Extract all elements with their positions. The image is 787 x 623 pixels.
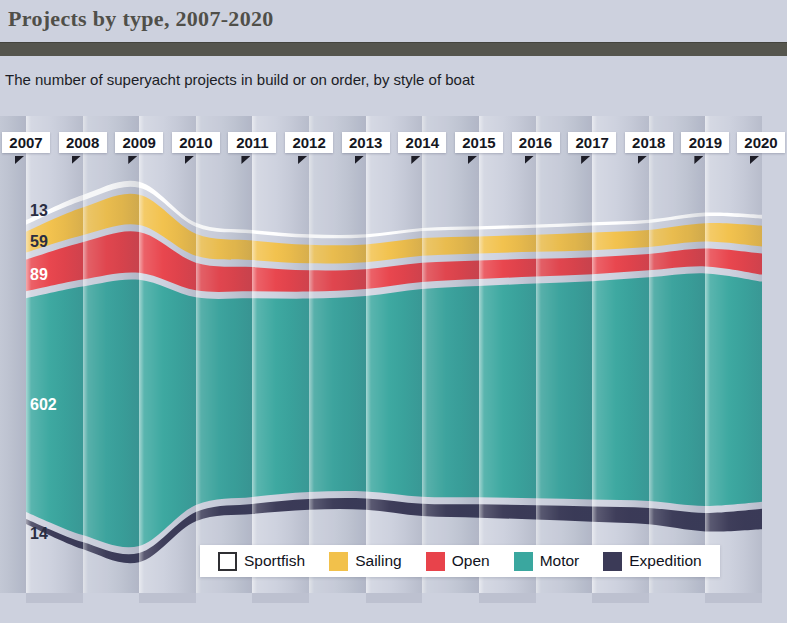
year-label-2016: 2016 [512,132,560,153]
value-label-sportfish-left: 13 [30,203,48,219]
value-label-sailing-left: 59 [30,234,48,250]
legend-item-open: Open [426,552,490,571]
year-label-2009: 2009 [115,132,163,153]
value-label-open-left: 89 [30,267,48,283]
legend-label-sailing: Sailing [355,552,402,570]
value-label-motor-left: 602 [30,397,57,413]
legend-swatch-open [426,552,445,571]
year-label-2017: 2017 [568,132,616,153]
legend-item-motor: Motor [514,552,580,571]
year-label-2010: 2010 [172,132,220,153]
stream-chart: 2007 2008 2009 2010 2011 2012 2013 2014 2015 2016… [0,0,787,623]
legend-label-expedition: Expedition [629,552,701,570]
stream-areas [0,0,787,623]
year-label-2018: 2018 [625,132,673,153]
year-label-2008: 2008 [59,132,107,153]
legend-label-motor: Motor [540,552,580,570]
legend-swatch-motor [514,552,533,571]
year-label-2014: 2014 [398,132,446,153]
superyacht-projects-infographic: Projects by type, 2007-2020 The number o… [0,0,787,623]
legend-swatch-expedition [603,552,622,571]
year-label-2011: 2011 [228,132,276,153]
legend-item-sportfish: Sportfish [218,552,305,571]
year-label-2007: 2007 [2,132,50,153]
legend-label-open: Open [452,552,490,570]
chart-legend: Sportfish Sailing Open Motor Expedition [200,545,720,577]
legend-label-sportfish: Sportfish [244,552,305,570]
legend-swatch-sailing [329,552,348,571]
year-label-2015: 2015 [455,132,503,153]
value-label-expedition-left: 14 [30,526,48,542]
legend-item-sailing: Sailing [329,552,402,571]
year-label-2013: 2013 [342,132,390,153]
year-label-2012: 2012 [285,132,333,153]
year-label-2019: 2019 [681,132,729,153]
legend-item-expedition: Expedition [603,552,701,571]
legend-swatch-sportfish [218,552,237,571]
year-label-2020: 2020 [737,132,785,153]
